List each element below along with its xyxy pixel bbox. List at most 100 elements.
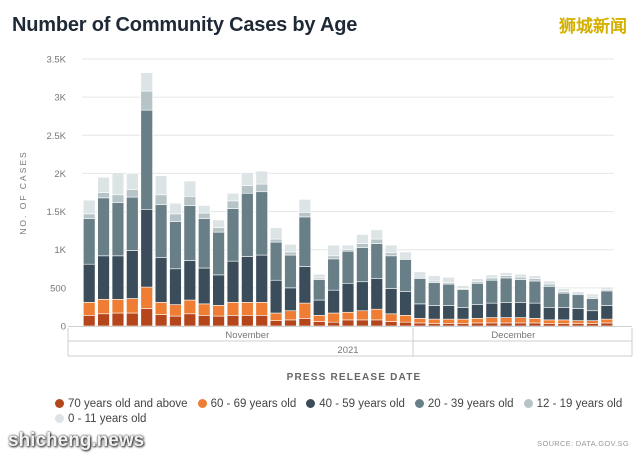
bar-segment <box>212 219 225 228</box>
bar-segment <box>384 321 398 327</box>
bar-segment <box>226 208 240 262</box>
bar-segment <box>269 241 283 281</box>
bar-segment <box>499 277 513 303</box>
y-tick-label: 2K <box>54 169 66 180</box>
bar-segment <box>154 194 168 206</box>
bar-segment <box>428 305 441 320</box>
bar-segment <box>111 298 125 314</box>
bar-segment <box>471 282 484 305</box>
bar-segment <box>97 197 110 257</box>
legend-swatch <box>523 399 533 408</box>
bar-segment <box>212 274 225 306</box>
bar-segment <box>543 280 556 285</box>
bar-segment <box>514 279 527 303</box>
bar-segment <box>169 304 182 317</box>
y-tick-label: 2.5K <box>46 131 66 142</box>
legend-swatch <box>306 399 316 408</box>
bar-segment <box>557 323 570 327</box>
bar-segment <box>284 254 297 289</box>
bar-segment <box>543 307 556 321</box>
bar-segment <box>471 318 484 324</box>
bar-segment <box>399 315 412 323</box>
x-year-label: 2021 <box>337 345 358 356</box>
legend-item[interactable]: 0 - 11 years old <box>55 411 146 426</box>
bar-segment <box>97 313 110 327</box>
bar-segment <box>356 234 369 244</box>
bar-segment <box>485 277 498 281</box>
bar-segment <box>241 192 254 257</box>
bar-segment <box>269 238 283 243</box>
bar-segment <box>586 320 599 325</box>
bar-segment <box>183 260 197 301</box>
bar-segment <box>183 205 197 261</box>
bar-segment <box>126 312 139 327</box>
legend-item[interactable]: 12 - 19 years old <box>523 396 623 411</box>
bar-segment <box>126 298 139 314</box>
y-tick-label: 1K <box>54 245 66 256</box>
bar-segment <box>442 323 455 327</box>
bar-segment <box>169 202 182 215</box>
x-group-label: December <box>491 330 535 341</box>
bar-segment <box>456 289 470 308</box>
x-axis-label: PRESS RELEASE DATE <box>287 372 422 383</box>
bar-segment <box>154 257 168 303</box>
bar-segment <box>212 231 225 276</box>
legend-item[interactable]: 20 - 39 years old <box>414 396 514 411</box>
bar-segment <box>169 315 182 327</box>
bar-segment <box>82 263 96 303</box>
bar-segment <box>212 305 225 317</box>
bar-segment <box>327 321 340 327</box>
bar-segment <box>499 272 513 276</box>
bar-segment <box>442 276 455 283</box>
bar-segment <box>384 252 398 257</box>
bar-segment <box>356 310 369 321</box>
bar-segment <box>341 250 355 284</box>
bar-segment <box>456 285 470 289</box>
bar-segment <box>241 256 254 303</box>
bar-segment <box>370 319 383 327</box>
bar-segment <box>528 275 542 280</box>
bar-segment <box>528 278 542 282</box>
bar-segment <box>485 302 498 318</box>
bar-segment <box>571 291 585 294</box>
bar-segment <box>514 317 527 324</box>
bar-segment <box>485 274 498 279</box>
legend-item[interactable]: 40 - 59 years old <box>306 396 405 411</box>
legend-item[interactable]: 60 - 69 years old <box>197 396 296 411</box>
bar-segment <box>126 250 139 299</box>
bar-segment <box>298 266 312 304</box>
bar-segment <box>442 283 455 306</box>
bar-segment <box>241 315 254 327</box>
bar-segment <box>284 319 297 327</box>
bar-segment <box>600 286 614 290</box>
watermark-site: shicheng.news <box>8 430 145 451</box>
bar-segment <box>169 268 182 305</box>
bar-segment <box>428 282 441 306</box>
bar-segment <box>97 192 110 199</box>
bar-segment <box>183 299 197 315</box>
bar-segment <box>298 212 312 218</box>
legend-label: 12 - 19 years old <box>536 397 623 410</box>
bar-segment <box>485 317 498 324</box>
legend-label: 20 - 39 years old <box>427 397 514 410</box>
legend-item[interactable]: 70 years old and above <box>55 396 188 411</box>
bar-segment <box>126 189 139 198</box>
bar-segment <box>269 227 283 240</box>
bar-segment <box>528 302 542 319</box>
bar-segment <box>97 176 110 193</box>
bar-segment <box>154 175 168 196</box>
bar-segment <box>370 238 383 244</box>
bar-segment <box>327 244 340 257</box>
bar-segment <box>284 287 297 312</box>
y-tick-label: 1.5K <box>46 207 66 218</box>
bar-segment <box>198 303 211 316</box>
bar-segment <box>169 221 182 270</box>
bar-segment <box>126 173 139 190</box>
bar-segment <box>384 244 398 254</box>
bar-segment <box>485 322 498 327</box>
y-axis-label: NO. OF CASES <box>18 150 28 234</box>
bar-segment <box>313 321 326 327</box>
bar-segment <box>255 302 268 316</box>
y-tick-label: 3K <box>54 93 66 104</box>
bar-segment <box>97 255 110 300</box>
